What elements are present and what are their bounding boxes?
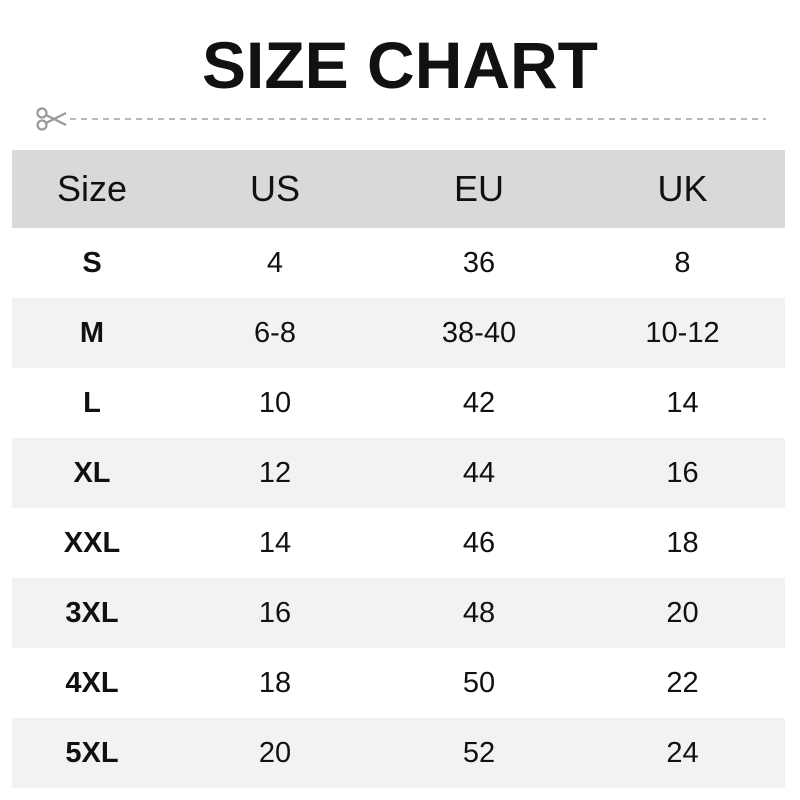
header-eu: EU <box>453 168 504 209</box>
cell-uk: 10-12 <box>645 316 720 349</box>
cell-uk: 24 <box>666 736 699 769</box>
size-table: Size US EU UK S 4 36 8 M 6-8 38-40 10-12 L 10 42 14… <box>12 150 785 788</box>
cell-uk: 14 <box>666 386 699 419</box>
cell-us: 20 <box>258 736 292 769</box>
cell-us: 6-8 <box>254 316 296 349</box>
cell-uk: 18 <box>666 526 699 559</box>
cell-size: 4XL <box>65 666 119 699</box>
cell-us: 18 <box>258 666 292 699</box>
cell-eu: 42 <box>462 386 496 419</box>
cell-eu: 44 <box>462 456 496 489</box>
cell-uk: 8 <box>674 246 691 279</box>
cell-size: S <box>82 246 102 279</box>
cell-uk: 20 <box>666 596 699 629</box>
cell-size: XXL <box>63 526 121 559</box>
table-header: Size US EU UK <box>12 150 785 228</box>
table-row: 4XL 18 50 22 <box>12 648 785 718</box>
cut-line <box>36 107 766 131</box>
cell-eu: 36 <box>462 246 496 279</box>
cell-us: 16 <box>258 596 292 629</box>
cell-size: XL <box>73 456 111 489</box>
cell-us: 14 <box>258 526 292 559</box>
cell-size: 5XL <box>65 736 119 769</box>
page-title: SIZE CHART <box>202 28 598 102</box>
header-size: Size <box>56 168 128 209</box>
table-row: M 6-8 38-40 10-12 <box>12 298 785 368</box>
cell-us: 12 <box>258 456 292 489</box>
table-row: 3XL 16 48 20 <box>12 578 785 648</box>
cell-eu: 52 <box>462 736 496 769</box>
scissors-icon <box>36 107 67 131</box>
cell-uk: 22 <box>666 666 699 699</box>
table-row: S 4 36 8 <box>12 228 785 298</box>
table-row: 5XL 20 52 24 <box>12 718 785 788</box>
header-uk: UK <box>657 168 708 209</box>
cell-eu: 38-40 <box>441 316 517 349</box>
cell-size: L <box>83 386 101 419</box>
cell-size: 3XL <box>65 596 119 629</box>
cell-uk: 16 <box>666 456 699 489</box>
cell-eu: 48 <box>462 596 496 629</box>
cell-eu: 46 <box>462 526 496 559</box>
table-row: L 10 42 14 <box>12 368 785 438</box>
cell-us: 4 <box>266 246 284 279</box>
cell-eu: 50 <box>462 666 496 699</box>
table-row: XXL 14 46 18 <box>12 508 785 578</box>
cell-us: 10 <box>258 386 292 419</box>
header-us: US <box>249 168 300 209</box>
cell-size: M <box>79 316 105 349</box>
table-row: XL 12 44 16 <box>12 438 785 508</box>
